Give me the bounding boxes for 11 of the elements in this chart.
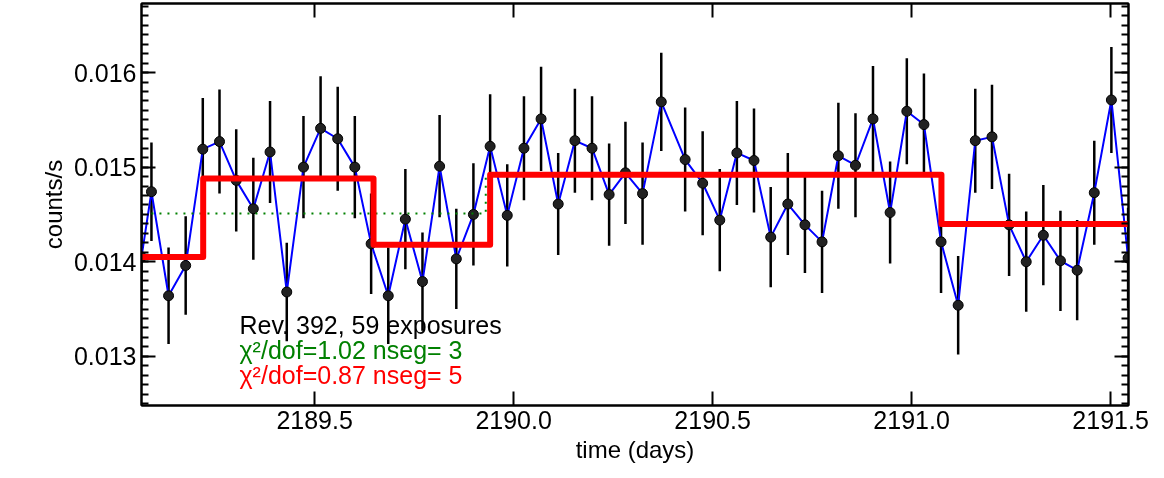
y-tick-label: 0.015	[73, 153, 137, 182]
y-axis-title: counts/s	[39, 159, 67, 250]
y-tick-label: 0.016	[73, 58, 137, 87]
x-tick-label: 2189.5	[276, 405, 353, 434]
x-tick-label: 2191.5	[1072, 405, 1149, 434]
x-tick-label: 2190.0	[475, 405, 552, 434]
y-tick-label: 0.014	[73, 247, 137, 276]
x-tick-label: 2190.5	[674, 405, 751, 434]
x-axis-title: time (days)	[575, 435, 695, 463]
y-tick-label: 0.013	[73, 342, 137, 371]
x-tick-label: 2191.0	[873, 405, 950, 434]
